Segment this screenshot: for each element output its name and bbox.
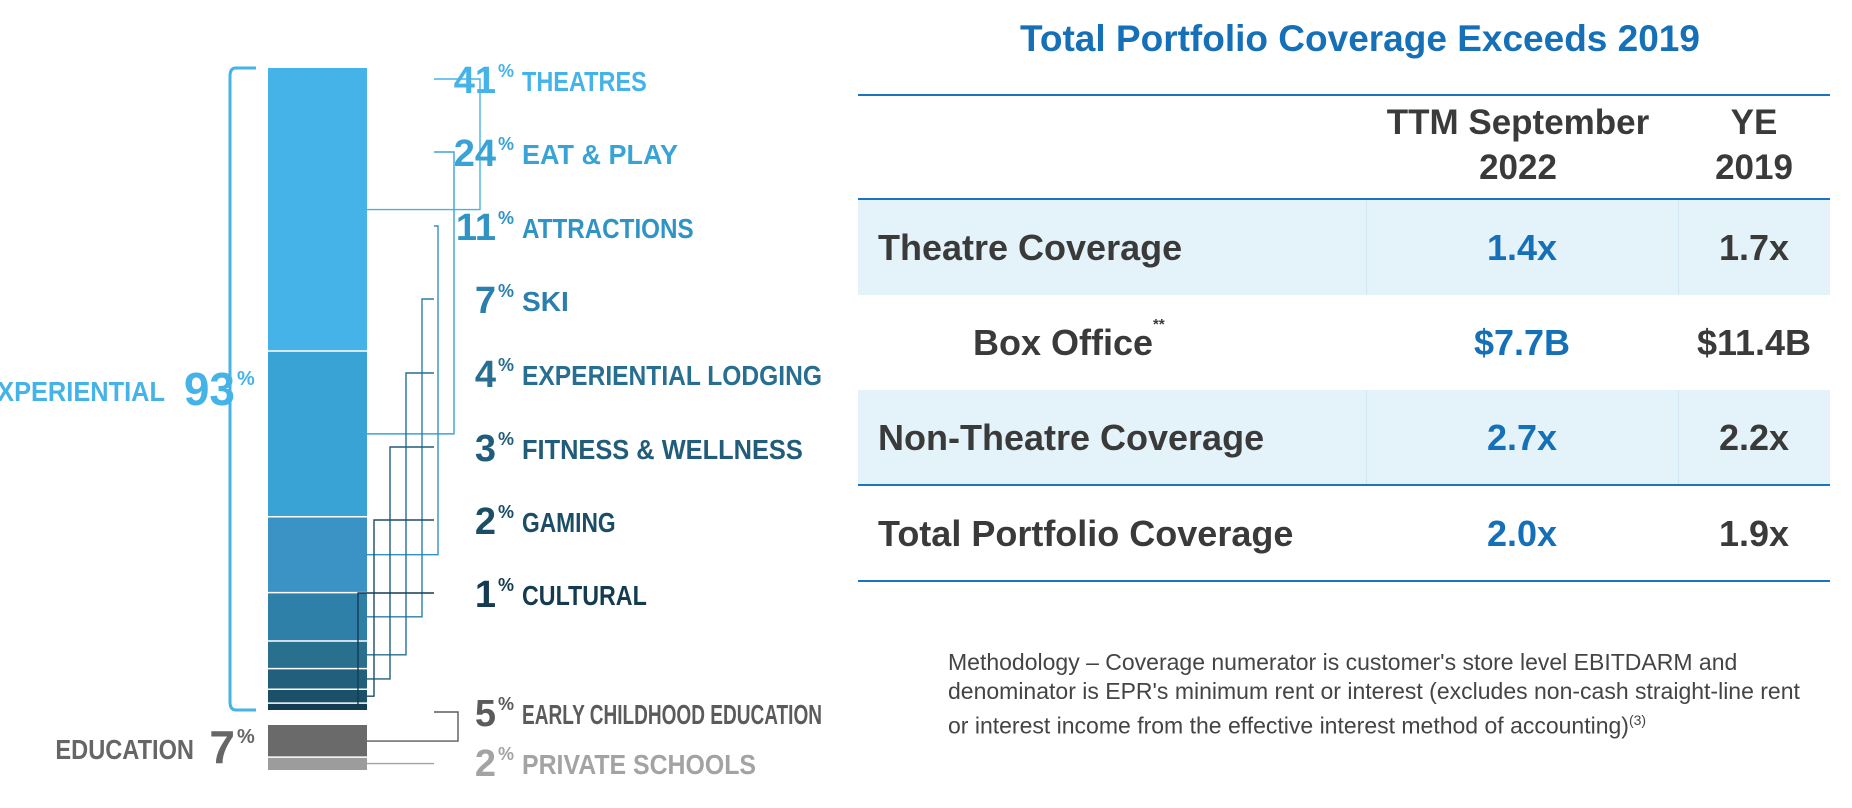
- percent-sign: %: [498, 281, 514, 301]
- percent-sign: %: [498, 502, 514, 522]
- group-percent-sign: %: [237, 368, 255, 390]
- group-value-education: 7: [209, 721, 235, 773]
- ye-value: 1.7x: [1718, 227, 1790, 268]
- table-row: Box Office** $7.7B $11.4B: [858, 295, 1830, 390]
- leader-line-eat-play: [367, 151, 455, 435]
- bar-segment-theatres: [268, 68, 367, 352]
- row-label: Box Office**: [973, 316, 1165, 363]
- bar-segment-private-schools: [268, 757, 367, 770]
- percent-sign: %: [498, 61, 514, 81]
- value-label-cultural: 1: [475, 574, 496, 616]
- column-divider: [1678, 390, 1679, 485]
- category-label-fitness-wellness: FITNESS & WELLNESS: [522, 434, 803, 465]
- header-ye-line2: 2019: [1715, 148, 1793, 187]
- table-top-rule: [858, 94, 1830, 96]
- category-label-experiential-lodging: EXPERIENTIAL LODGING: [522, 360, 822, 391]
- category-label-gaming: GAMING: [522, 507, 616, 538]
- leader-line-experiential-lodging: [367, 372, 434, 656]
- bar-segment-ski: [268, 592, 367, 641]
- table-row: Total Portfolio Coverage 2.0x 1.9x: [858, 486, 1830, 581]
- value-label-fitness-wellness: 3: [475, 428, 496, 470]
- column-divider: [1366, 390, 1367, 485]
- footnote-marker: **: [1153, 316, 1165, 333]
- leader-line-attractions: [367, 225, 439, 556]
- leader-line-fitness-wellness: [367, 446, 434, 680]
- percent-sign: %: [498, 355, 514, 375]
- ye-value: 2.2x: [1718, 417, 1790, 458]
- leader-line-ski: [367, 298, 434, 618]
- category-label-ski: SKI: [522, 286, 569, 317]
- value-label-ski: 7: [475, 280, 496, 322]
- group-percent-sign: %: [237, 726, 255, 748]
- bar-segment-attractions: [268, 516, 367, 593]
- value-label-gaming: 2: [475, 501, 496, 543]
- table-row-rule: [858, 484, 1830, 486]
- value-label-attractions: 11: [456, 207, 496, 249]
- bar-segment-early-childhood-education: [268, 725, 367, 758]
- category-label-private-schools: PRIVATE SCHOOLS: [522, 749, 756, 780]
- value-label-early-childhood-education: 5: [475, 693, 496, 735]
- methodology-note: Methodology – Coverage numerator is cust…: [948, 649, 1800, 739]
- table-row: Theatre Coverage 1.4x 1.7x: [858, 200, 1830, 295]
- bar-segment-experiential-lodging: [268, 640, 367, 669]
- table-row: Non-Theatre Coverage 2.7x 2.2x: [858, 390, 1830, 485]
- percent-sign: %: [498, 429, 514, 449]
- leader-line-cultural: [357, 592, 434, 708]
- value-label-experiential-lodging: 4: [475, 354, 496, 396]
- ye-value: 1.9x: [1718, 513, 1790, 554]
- category-label-eat-play: EAT & PLAY: [522, 139, 678, 170]
- header-ttm-line1: TTM September: [1386, 103, 1650, 142]
- row-label: Theatre Coverage: [878, 227, 1183, 268]
- percent-sign: %: [498, 208, 514, 228]
- header-ttm-line2: 2022: [1479, 148, 1557, 187]
- bar-segment-gaming: [268, 689, 367, 704]
- group-value-experiential: 93: [184, 363, 235, 415]
- table-title: Total Portfolio Coverage Exceeds 2019: [1020, 18, 1700, 59]
- ttm-value: 2.7x: [1486, 417, 1558, 458]
- header-ye-line1: YE: [1730, 103, 1778, 142]
- percent-sign: %: [498, 744, 514, 764]
- group-label-education: EDUCATION: [55, 734, 194, 765]
- header-ye-2019: YE 2019: [1678, 100, 1830, 190]
- experiential-bracket: [228, 66, 256, 712]
- header-ttm-september-2022: TTM September 2022: [1358, 100, 1678, 190]
- bar-segment-fitness-wellness: [268, 668, 367, 690]
- group-label-experiential: EXPERIENTIAL: [0, 376, 165, 407]
- leader-line-gaming: [367, 519, 434, 697]
- percent-sign: %: [498, 134, 514, 154]
- leader-line-theatres: [367, 78, 481, 211]
- bar-segment-cultural: [268, 703, 367, 710]
- value-label-private-schools: 2: [475, 743, 496, 785]
- value-label-eat-play: 24: [454, 133, 496, 175]
- category-label-early-childhood-education: EARLY CHILDHOOD EDUCATION: [522, 699, 822, 730]
- ye-value: $11.4B: [1696, 322, 1812, 363]
- ttm-value: $7.7B: [1473, 322, 1571, 363]
- percent-sign: %: [498, 575, 514, 595]
- table-header-rule: [858, 198, 1830, 200]
- column-divider: [1366, 200, 1367, 295]
- bar-segment-eat-play: [268, 351, 367, 517]
- category-label-cultural: CULTURAL: [522, 580, 647, 611]
- percent-sign: %: [498, 694, 514, 714]
- ttm-value: 2.0x: [1486, 513, 1558, 554]
- row-label: Non-Theatre Coverage: [878, 417, 1265, 458]
- table-bottom-rule: [858, 580, 1830, 582]
- category-label-attractions: ATTRACTIONS: [522, 213, 694, 244]
- ttm-value: 1.4x: [1486, 227, 1558, 268]
- category-label-theatres: THEATRES: [522, 66, 647, 97]
- row-label: Total Portfolio Coverage: [878, 513, 1294, 554]
- leader-line-early-childhood-education: [367, 711, 459, 742]
- footnote-ref: (3): [1628, 712, 1647, 728]
- column-divider: [1678, 200, 1679, 295]
- value-label-theatres: 41: [454, 60, 496, 102]
